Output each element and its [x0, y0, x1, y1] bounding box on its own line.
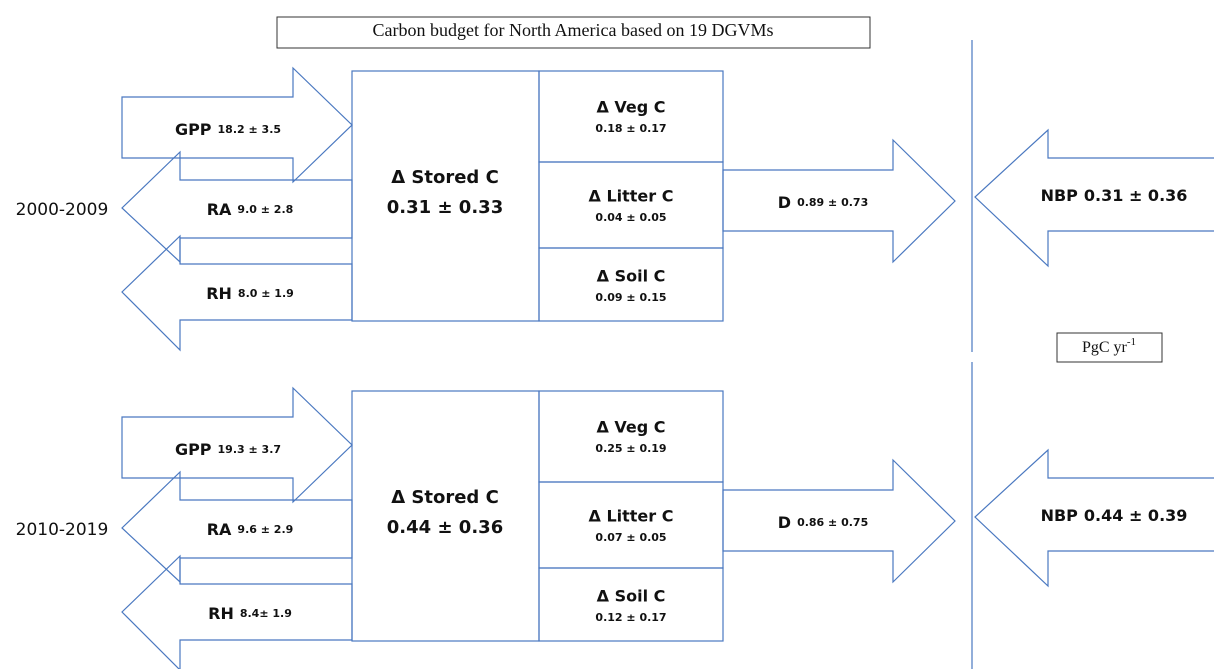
nbp-label: NBP 0.31 ± 0.36 [1041, 186, 1188, 205]
stored-value: 0.31 ± 0.33 [387, 197, 503, 218]
ra-value: 9.0 ± 2.8 [237, 203, 293, 216]
veg-name: Δ Veg C [596, 418, 665, 437]
d-value: 0.86 ± 0.75 [797, 516, 868, 529]
litter-name: Δ Litter C [589, 507, 674, 526]
gpp-value: 18.2 ± 3.5 [218, 123, 282, 136]
arrow [974, 448, 1214, 588]
rh-label: RH 8.4± 1.9 [208, 604, 292, 623]
d-label: D 0.89 ± 0.73 [778, 193, 868, 212]
d-name: D [778, 193, 791, 212]
ra-label: RA 9.6 ± 2.9 [207, 520, 294, 539]
arrow [121, 150, 353, 264]
d-value: 0.89 ± 0.73 [797, 196, 868, 209]
gpp-name: GPP [175, 120, 212, 139]
nbp-label: NBP 0.44 ± 0.39 [1041, 506, 1188, 525]
stored-value: 0.44 ± 0.36 [387, 517, 503, 538]
soil-name: Δ Soil C [597, 267, 666, 286]
pool-box [538, 247, 724, 322]
ra-name: RA [207, 520, 232, 539]
gpp-label: GPP 18.2 ± 3.5 [175, 120, 281, 139]
nbp-value: 0.44 ± 0.39 [1084, 506, 1188, 525]
period-label: 2010-2019 [16, 520, 109, 540]
litter-value: 0.04 ± 0.05 [595, 211, 666, 224]
period-block: 2010-2019 GPP 19.3 ± 3.7 RA 9.6 ± 2.9 RH 8.4± … [16, 386, 1214, 669]
arrow [121, 554, 353, 669]
veg-value: 0.25 ± 0.19 [595, 442, 666, 455]
stored-box [351, 390, 540, 642]
rh-name: RH [206, 284, 232, 303]
ra-label: RA 9.0 ± 2.8 [207, 200, 294, 219]
stored-name: Δ Stored C [391, 167, 499, 188]
gpp-label: GPP 19.3 ± 3.7 [175, 440, 281, 459]
litter-value: 0.07 ± 0.05 [595, 531, 666, 544]
d-name: D [778, 513, 791, 532]
arrow [121, 234, 353, 352]
unit: PgC yr-1 [1082, 336, 1136, 356]
rh-name: RH [208, 604, 234, 623]
veg-value: 0.18 ± 0.17 [595, 122, 666, 135]
pool-box [538, 70, 724, 163]
soil-value: 0.09 ± 0.15 [595, 291, 666, 304]
arrow [974, 128, 1214, 268]
nbp-value: 0.31 ± 0.36 [1084, 186, 1188, 205]
soil-value: 0.12 ± 0.17 [595, 611, 666, 624]
ra-value: 9.6 ± 2.9 [237, 523, 293, 536]
pool-box [538, 567, 724, 642]
nbp-name: NBP [1041, 186, 1079, 205]
gpp-value: 19.3 ± 3.7 [218, 443, 282, 456]
rh-label: RH 8.0 ± 1.9 [206, 284, 294, 303]
nbp-name: NBP [1041, 506, 1079, 525]
d-label: D 0.86 ± 0.75 [778, 513, 868, 532]
pool-box [538, 390, 724, 483]
soil-name: Δ Soil C [597, 587, 666, 606]
stored-name: Δ Stored C [391, 487, 499, 508]
rh-value: 8.0 ± 1.9 [238, 287, 294, 300]
arrow [722, 138, 956, 264]
title-box [276, 16, 871, 49]
ra-name: RA [207, 200, 232, 219]
arrow [121, 66, 353, 184]
unit-base: PgC yr [1082, 339, 1128, 356]
period-label: 2000-2009 [16, 200, 109, 220]
rh-value: 8.4± 1.9 [240, 607, 292, 620]
arrow [722, 458, 956, 584]
period-block: 2000-2009 GPP 18.2 ± 3.5 RA 9.0 ± 2.8 RH 8.0 ±… [16, 66, 1214, 352]
title: Carbon budget for North America based on… [373, 20, 774, 40]
arrow [121, 470, 353, 584]
veg-name: Δ Veg C [596, 98, 665, 117]
litter-name: Δ Litter C [589, 187, 674, 206]
unit-box [1056, 332, 1163, 363]
gpp-name: GPP [175, 440, 212, 459]
arrow [121, 386, 353, 504]
unit-exponent: -1 [1127, 336, 1136, 348]
stored-box [351, 70, 540, 322]
